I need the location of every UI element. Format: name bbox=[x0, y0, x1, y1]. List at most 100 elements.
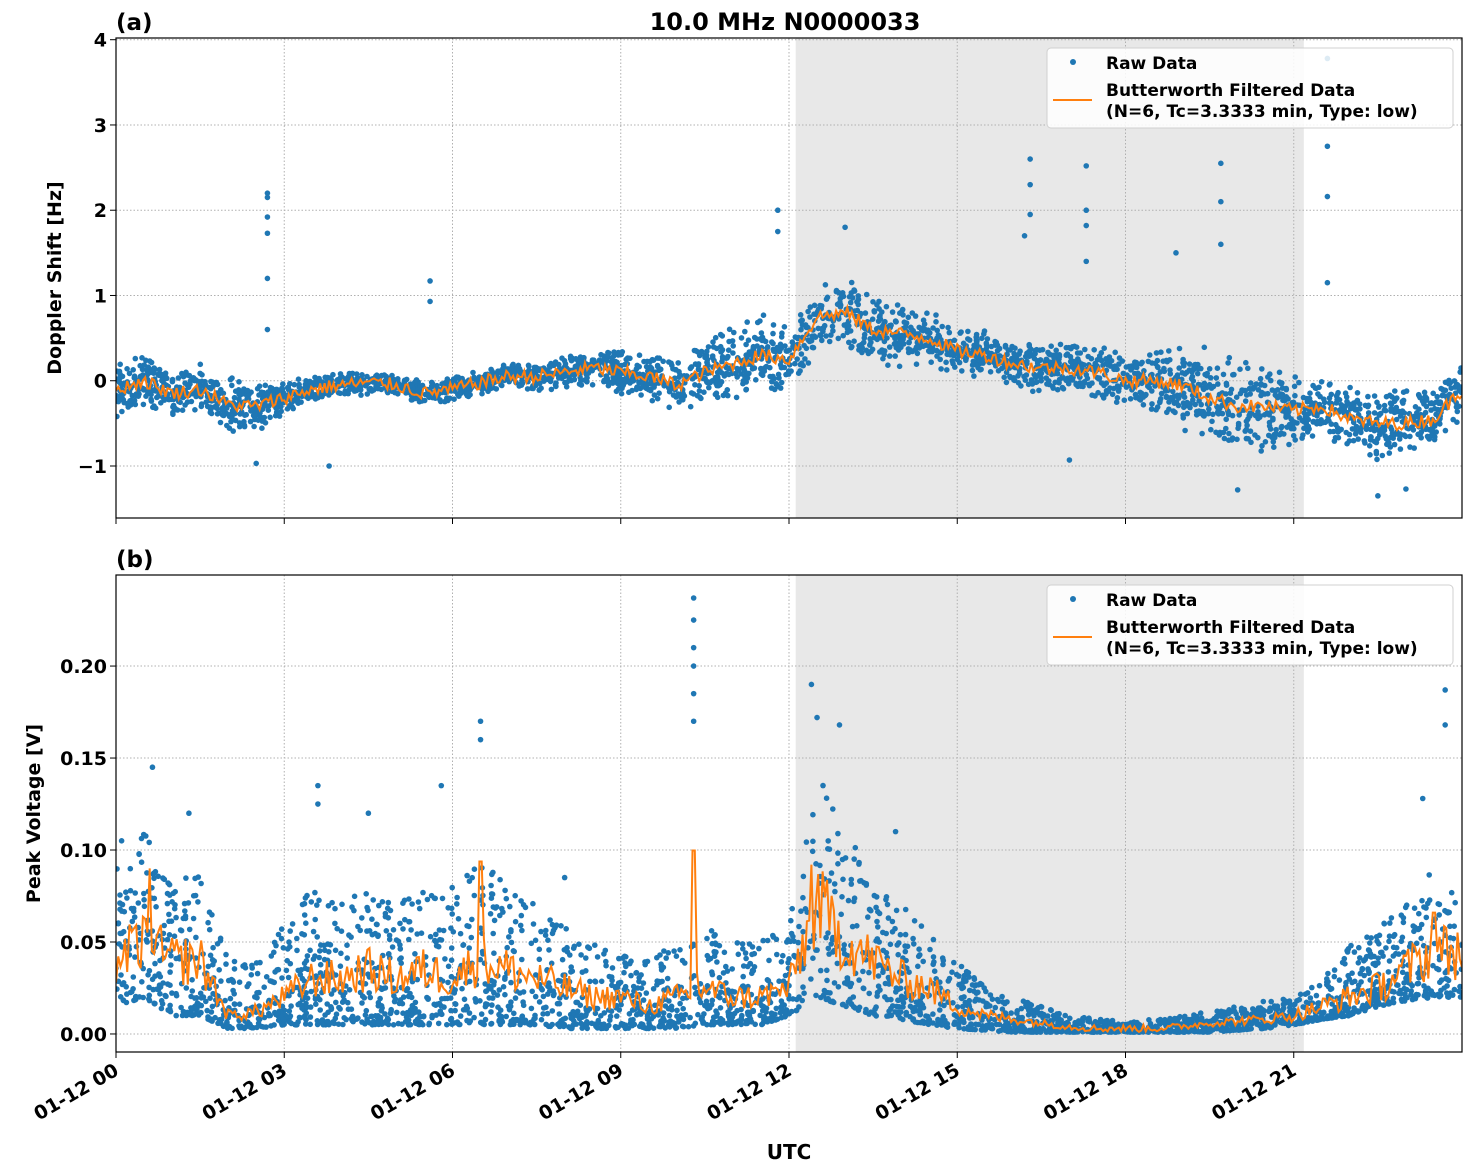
raw-point bbox=[778, 342, 784, 348]
raw-point bbox=[1238, 391, 1244, 397]
raw-point bbox=[1265, 391, 1271, 397]
raw-point bbox=[1384, 436, 1390, 442]
raw-point bbox=[170, 412, 176, 418]
raw-point bbox=[1243, 360, 1249, 366]
chart-title: 10.0 MHz N0000033 bbox=[650, 8, 921, 36]
raw-point bbox=[1256, 387, 1262, 393]
raw-point bbox=[152, 1001, 158, 1007]
raw-point bbox=[850, 295, 856, 301]
raw-point bbox=[1285, 413, 1291, 419]
raw-point bbox=[759, 338, 765, 344]
raw-point bbox=[142, 904, 148, 910]
raw-point bbox=[179, 928, 185, 934]
raw-point bbox=[1394, 417, 1400, 423]
raw-point bbox=[165, 891, 171, 897]
raw-point bbox=[779, 330, 785, 336]
raw-point bbox=[1375, 493, 1381, 499]
raw-point bbox=[1296, 380, 1302, 386]
raw-point bbox=[1012, 353, 1018, 359]
raw-point bbox=[230, 428, 236, 434]
raw-point bbox=[1292, 437, 1298, 443]
raw-point bbox=[1400, 935, 1406, 941]
raw-point bbox=[173, 1013, 179, 1019]
raw-point bbox=[717, 382, 723, 388]
raw-point bbox=[1199, 431, 1205, 437]
raw-point bbox=[173, 915, 179, 921]
raw-point bbox=[1066, 345, 1072, 351]
raw-point bbox=[855, 308, 861, 314]
raw-point bbox=[676, 369, 682, 375]
raw-point bbox=[637, 352, 643, 358]
raw-point bbox=[1327, 395, 1333, 401]
raw-point bbox=[713, 392, 719, 398]
raw-point bbox=[199, 404, 205, 410]
raw-point bbox=[739, 335, 745, 341]
raw-point bbox=[786, 368, 792, 374]
raw-point bbox=[218, 420, 224, 426]
raw-point bbox=[391, 1022, 397, 1028]
raw-point bbox=[838, 912, 844, 918]
raw-point bbox=[721, 371, 727, 377]
raw-point bbox=[284, 958, 290, 964]
raw-point bbox=[199, 379, 205, 385]
raw-point bbox=[877, 349, 883, 355]
raw-point bbox=[756, 946, 762, 952]
raw-point bbox=[782, 324, 788, 330]
raw-point bbox=[1438, 399, 1444, 405]
raw-point bbox=[718, 349, 724, 355]
raw-point bbox=[898, 932, 904, 938]
raw-point bbox=[223, 952, 229, 958]
raw-point bbox=[1128, 367, 1134, 373]
raw-point bbox=[249, 965, 255, 971]
raw-point bbox=[697, 394, 703, 400]
raw-point bbox=[488, 883, 494, 889]
raw-point bbox=[369, 916, 375, 922]
raw-point bbox=[1325, 280, 1331, 286]
raw-point bbox=[1210, 412, 1216, 418]
raw-point bbox=[702, 376, 708, 382]
raw-point bbox=[1027, 212, 1033, 218]
raw-point bbox=[574, 364, 580, 370]
raw-point bbox=[445, 980, 451, 986]
raw-point bbox=[539, 1017, 545, 1023]
raw-point bbox=[516, 363, 522, 369]
raw-point bbox=[1277, 370, 1283, 376]
raw-point bbox=[636, 364, 642, 370]
raw-point bbox=[846, 340, 852, 346]
raw-point bbox=[1284, 424, 1290, 430]
raw-point bbox=[1012, 345, 1018, 351]
raw-point bbox=[1452, 900, 1458, 906]
raw-point bbox=[1182, 1014, 1188, 1020]
raw-point bbox=[1110, 392, 1116, 398]
raw-point bbox=[796, 924, 802, 930]
raw-point bbox=[628, 973, 634, 979]
raw-point bbox=[578, 952, 584, 958]
raw-point bbox=[1382, 407, 1388, 413]
raw-point bbox=[1149, 360, 1155, 366]
raw-point bbox=[948, 351, 954, 357]
legend-raw-marker bbox=[1070, 59, 1076, 65]
raw-point bbox=[400, 926, 406, 932]
raw-point bbox=[507, 904, 513, 910]
raw-point bbox=[1141, 394, 1147, 400]
raw-point bbox=[310, 391, 316, 397]
raw-point bbox=[754, 343, 760, 349]
raw-point bbox=[979, 359, 985, 365]
raw-point bbox=[1116, 361, 1122, 367]
raw-point bbox=[830, 806, 836, 812]
raw-point bbox=[326, 463, 332, 469]
raw-point bbox=[1443, 428, 1449, 434]
raw-point bbox=[828, 332, 834, 338]
raw-point bbox=[369, 388, 375, 394]
raw-point bbox=[1279, 424, 1285, 430]
raw-point bbox=[1181, 405, 1187, 411]
raw-point bbox=[170, 377, 176, 383]
raw-point bbox=[805, 309, 811, 315]
raw-point bbox=[427, 299, 433, 305]
raw-point bbox=[352, 388, 358, 394]
raw-point bbox=[1037, 371, 1043, 377]
raw-point bbox=[792, 361, 798, 367]
raw-point bbox=[1128, 396, 1134, 402]
raw-point bbox=[1347, 432, 1353, 438]
raw-point bbox=[1374, 457, 1380, 463]
